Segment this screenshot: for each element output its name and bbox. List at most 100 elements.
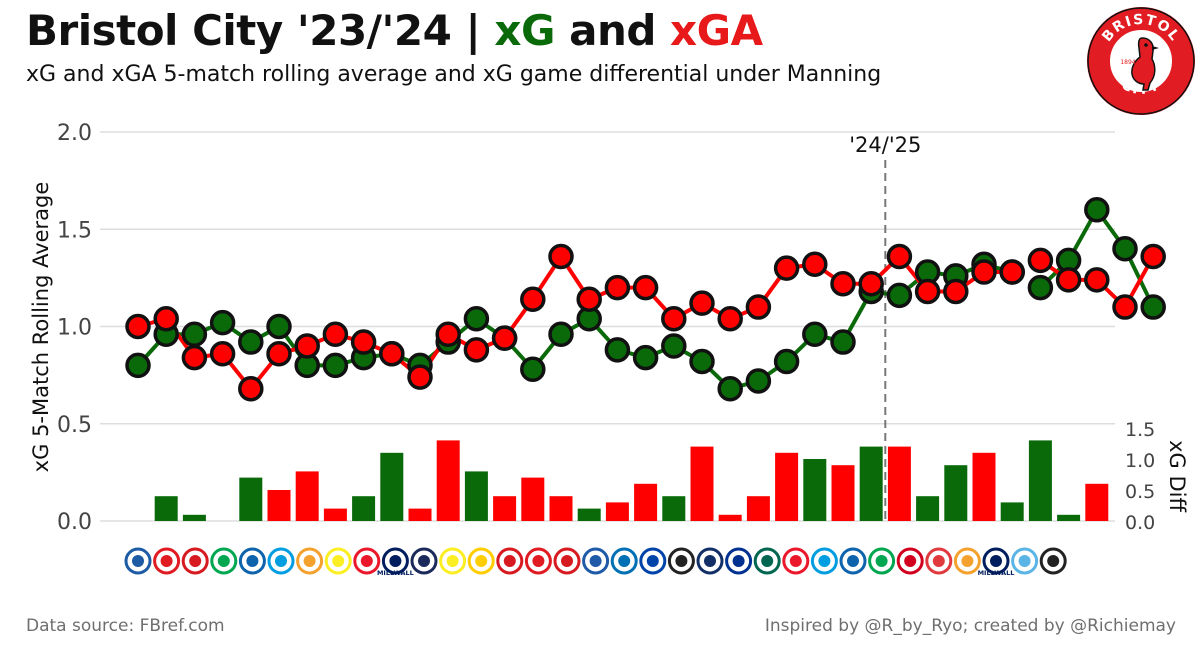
point-marker [943,278,969,305]
opponent-badge-center [418,555,430,567]
point-marker [604,337,631,363]
point-marker [858,270,884,297]
opponent-badge-center [332,555,345,567]
point-marker [689,290,715,316]
opponent-badge-center [532,555,545,567]
point-marker [294,333,320,359]
opponent-badge-center [589,555,602,567]
y-tick-label: 0.0 [57,510,92,535]
opponent-badge-center [561,555,573,567]
point-marker [661,333,687,359]
bar-xg-diff [493,496,517,521]
y2-tick-label: 1.0 [1125,450,1155,472]
point-marker [209,309,236,336]
opponent-badge-center [189,555,202,567]
point-marker [1112,235,1138,262]
point-marker [379,340,405,367]
opponent-badge-center [1047,555,1060,567]
bristol-city-logo: BRISTOL CITY 1894 [1085,5,1197,117]
bar-xg-diff [549,496,573,521]
opponent-badge-center [446,555,459,567]
point-marker [773,255,800,281]
bar-xg-diff [803,459,827,521]
bar-xg-diff [464,471,488,521]
bar-xg-diff [634,483,658,521]
opponent-badge-center [847,555,859,567]
title-and: and [554,6,671,55]
opponent-badge-center [618,555,631,567]
point-marker [125,352,151,379]
bar-xg-diff [887,446,911,521]
chart-subtitle: xG and xGA 5-match rolling average and x… [26,62,882,87]
point-marker [181,321,208,348]
bar-xg-diff [521,477,545,521]
opponent-badge-center [475,555,488,567]
opponent-badge-center [732,555,745,567]
point-marker [576,286,602,313]
point-marker [491,325,518,351]
point-marker [548,321,574,348]
point-marker [407,364,433,390]
credit: Inspired by @R_by_Ryo; created by @Richi… [764,616,1176,636]
bar-xg-diff [323,508,347,521]
y-tick-label: 2.0 [57,121,92,146]
logo-year: 1894 [1120,59,1135,66]
bar-xg-diff [1057,514,1081,521]
opponent-badge-label: MILLWALL [978,569,1015,577]
bar-xg-diff [944,465,968,521]
bar-xg-diff [775,452,799,521]
point-marker [1140,294,1166,320]
bar-xg-diff [182,514,206,521]
point-marker [1112,294,1138,320]
bar-xg-diff [295,471,319,521]
opponent-badge-center [990,555,1002,567]
point-marker [153,305,179,332]
robin-icon [1131,37,1156,91]
point-marker [802,321,828,348]
opponent-badge-center [904,555,917,567]
opponent-badge-center [961,555,974,567]
bar-xg-diff [408,508,432,521]
xg-chart: 0.0 0.5 1.0 1.5 2.0 xG 5-Match Rolling Averag… [29,121,1189,577]
y2-tick-label: 1.5 [1125,419,1155,441]
opponent-badge-label: MILLWALL [377,569,414,577]
y2-tick-label: 0.5 [1125,481,1155,503]
point-marker [802,251,828,278]
point-marker [181,344,208,371]
title-xga: xGA [670,6,763,55]
opponent-badge-center [275,555,287,567]
point-marker [548,243,574,270]
bar-xg-diff [662,496,686,521]
point-marker [238,329,264,355]
y-axis-label: xG 5-Match Rolling Average [29,182,53,473]
point-marker [238,375,264,402]
point-marker [745,368,772,394]
point-marker [1084,197,1110,223]
point-marker [689,348,715,375]
point-marker [322,321,349,348]
title-xg: xG [494,6,555,55]
opponent-badge-center [503,555,516,567]
opponent-badge-center [761,555,774,567]
chart-title: Bristol City '23/'24 | xG and xGA [26,6,763,55]
bar-xg-diff [916,496,940,521]
bar-xg-diff [239,477,263,521]
point-marker [830,270,856,297]
point-marker [266,313,292,340]
bar-xg-diff [718,514,742,521]
point-marker [435,321,461,348]
point-marker [999,259,1025,285]
point-marker [463,337,490,363]
bar-xg-diff [831,465,855,521]
opponent-badge-center [160,555,173,567]
point-marker [717,305,743,332]
season-divider-label: '24/'25 [849,133,921,157]
point-marker [322,352,349,379]
opponent-badge-center [932,555,945,567]
opponent-badge-center [704,555,716,567]
point-marker [914,278,941,305]
bar-xg-diff [972,452,996,521]
point-marker [266,340,292,367]
bar-xg-diff [154,496,178,521]
bar-xg-diff [1000,502,1024,521]
